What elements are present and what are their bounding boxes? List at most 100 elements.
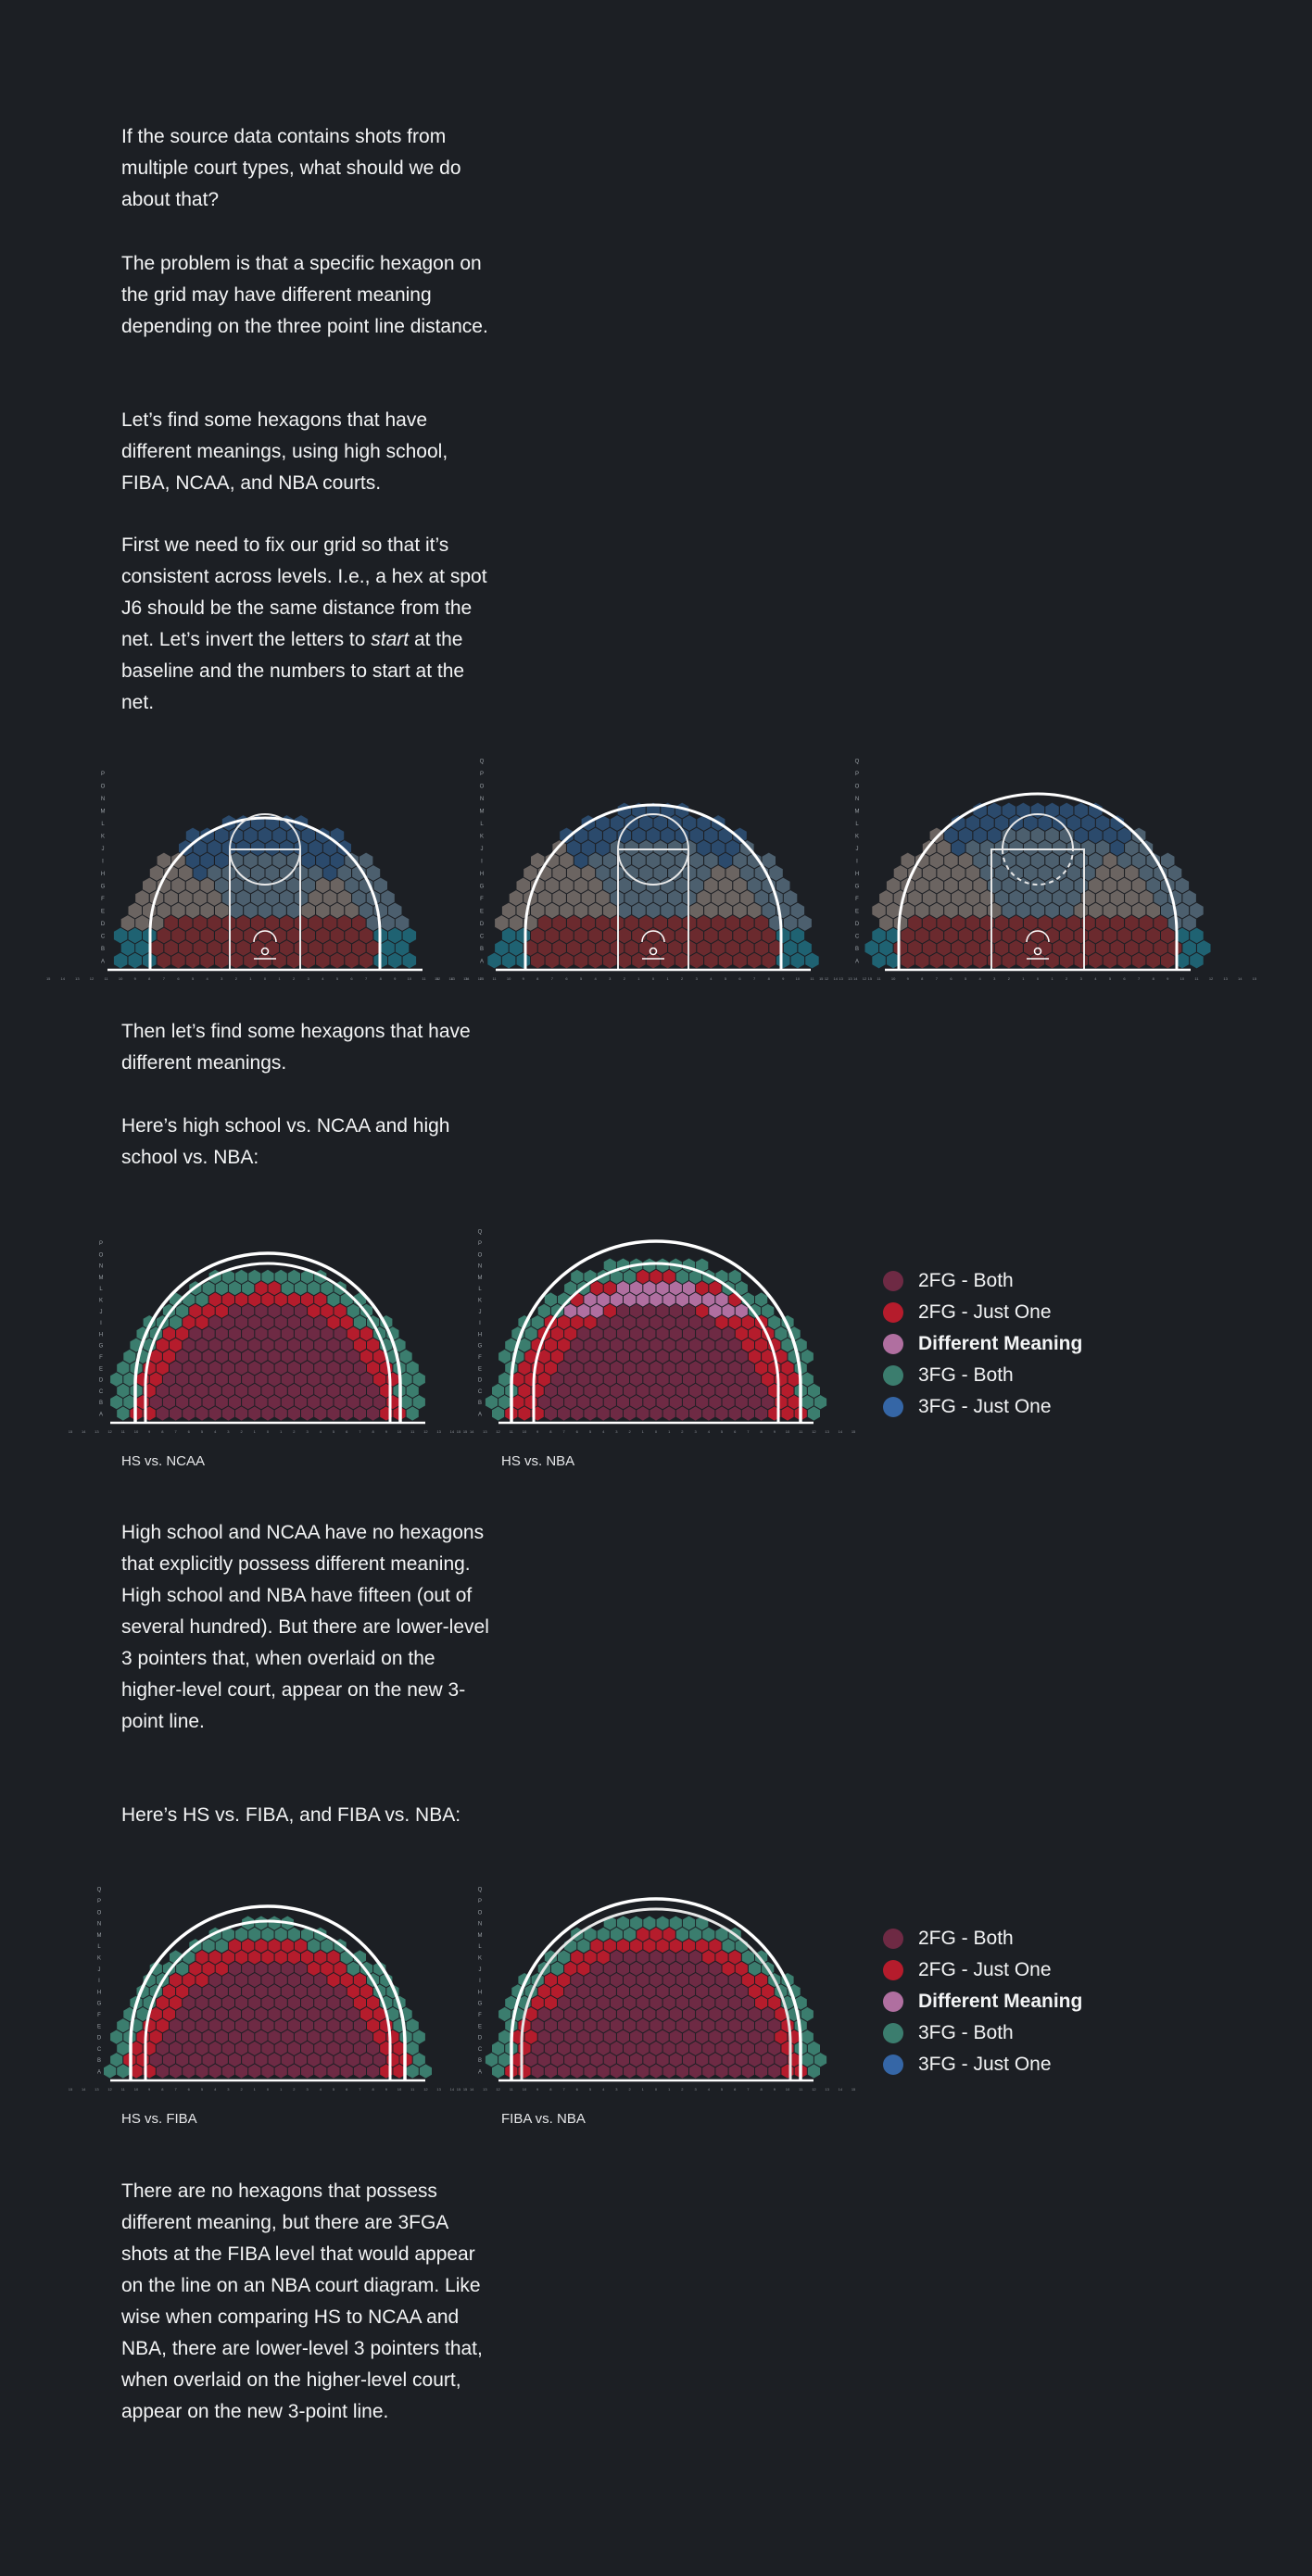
hex-cell <box>630 2029 643 2044</box>
hex-cell <box>156 1995 169 2010</box>
hex-cell <box>715 2018 728 2033</box>
hex-cell <box>702 1995 715 2010</box>
hex-cell <box>1016 877 1030 894</box>
grid-column-label: 8 <box>161 1429 164 1434</box>
hex-cell <box>886 927 901 944</box>
hex-cell <box>1030 852 1045 869</box>
hex-cell <box>123 1372 136 1387</box>
hex-cell <box>675 927 689 944</box>
hex-cell <box>228 1372 242 1387</box>
grid-column-label: 7 <box>747 2087 750 2092</box>
hex-cell <box>170 2041 183 2055</box>
hex-cell <box>221 2041 234 2055</box>
legend-label: Different Meaning <box>918 1333 1083 1354</box>
grid-column-label: 2 <box>681 976 684 981</box>
hex-cell <box>637 1315 650 1330</box>
hex-cell <box>334 2053 347 2067</box>
hex-cell <box>696 1303 709 1318</box>
hex-cell <box>235 2041 248 2055</box>
hex-cell <box>768 1315 781 1330</box>
hex-cell <box>801 2006 814 2022</box>
hex-cell <box>682 2006 696 2022</box>
hex-cell <box>261 1338 274 1352</box>
hex-cell <box>179 890 193 906</box>
grid-column-label: 9 <box>148 1429 151 1434</box>
hex-cell <box>646 927 661 944</box>
hex-cell <box>937 890 951 906</box>
hex-cell <box>597 1406 610 1421</box>
grid-column-label: 5 <box>589 2087 592 2092</box>
hex-cell <box>274 1950 287 1965</box>
hex-cell <box>643 1349 656 1364</box>
hex-cell <box>495 940 509 956</box>
grid-row-label: M <box>101 810 106 815</box>
intro-paragraph-1: If the source data contains shots from m… <box>121 126 461 210</box>
hex-cell <box>208 1383 221 1398</box>
hex-cell <box>783 915 798 931</box>
grid-row-label: G <box>478 1344 483 1350</box>
hex-cell <box>560 877 574 894</box>
hex-cell <box>711 865 725 881</box>
hex-cell <box>366 865 381 881</box>
hex-cell <box>790 952 805 969</box>
hex-cell <box>123 1395 136 1410</box>
hex-cell <box>215 952 229 969</box>
hex-cell <box>965 940 980 956</box>
hex-cell <box>610 2041 623 2055</box>
hex-cell <box>162 1349 176 1364</box>
hex-cell <box>733 927 747 944</box>
hex-cell <box>1103 952 1117 969</box>
hex-cell <box>596 865 610 881</box>
hex-cell <box>229 952 244 969</box>
hex-cell <box>157 852 171 869</box>
hex-cell <box>314 2041 327 2055</box>
hex-cell <box>704 927 718 944</box>
hex-cell <box>170 1315 183 1330</box>
hex-cell <box>1146 902 1160 919</box>
hex-cell <box>314 1315 327 1330</box>
hex-cell <box>170 1995 183 2010</box>
hex-cell <box>321 1326 334 1341</box>
hex-cell <box>255 2053 268 2067</box>
hex-cell <box>630 1984 643 1999</box>
hex-cell <box>689 1973 702 1988</box>
hex-cell <box>662 1361 675 1376</box>
hex-cell <box>1038 915 1052 931</box>
hex-cell <box>668 840 682 856</box>
hex-cell <box>334 2006 347 2022</box>
hex-cell <box>650 2041 662 2055</box>
hex-cell <box>901 902 915 919</box>
hex-cell <box>215 902 229 919</box>
hex-cell <box>498 1372 511 1387</box>
grid-row-label: I <box>856 860 858 865</box>
hex-cell <box>639 915 653 931</box>
hex-cell <box>545 952 560 969</box>
hex-cell <box>697 915 711 931</box>
three-point-line <box>897 792 1179 970</box>
grid-column-label: 0 <box>264 976 267 981</box>
hex-cell <box>662 2064 675 2079</box>
hex-cell <box>656 2006 669 2022</box>
hex-cell <box>244 827 258 844</box>
hex-cell <box>740 915 754 931</box>
hex-cell <box>353 2041 366 2055</box>
hex-cell <box>637 1406 650 1421</box>
grid-column-label: 15 <box>69 1429 73 1434</box>
hex-cell <box>170 2064 183 2079</box>
hex-cell <box>268 1961 281 1976</box>
hex-cell <box>728 1338 741 1352</box>
hex-cell <box>564 2053 577 2067</box>
hex-cell <box>402 952 417 969</box>
hex-cell <box>958 927 973 944</box>
hex-cell <box>196 1361 208 1376</box>
hex-cell <box>617 902 632 919</box>
grid-column-label: 12 <box>825 976 829 981</box>
hex-cell <box>1125 940 1139 956</box>
hex-cell <box>501 952 516 969</box>
hex-cell <box>274 1292 287 1307</box>
grid-column-label: 14 <box>450 1429 455 1434</box>
hex-cell <box>202 1939 215 1954</box>
hex-cell <box>1089 927 1103 944</box>
